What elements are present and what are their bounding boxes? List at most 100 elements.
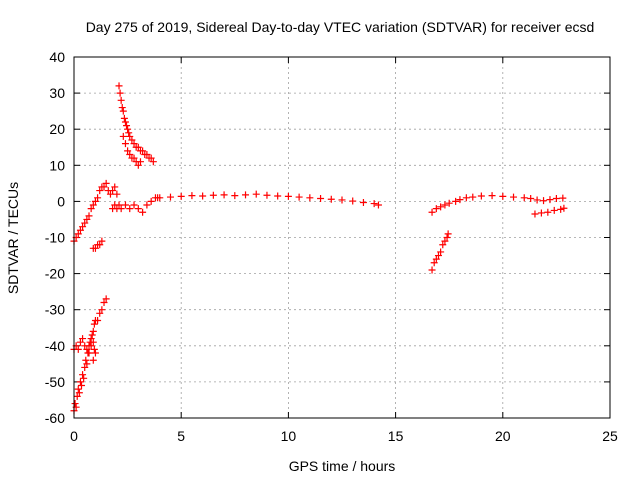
data-point (75, 389, 83, 397)
y-tick-label: 20 (49, 121, 65, 137)
data-point (106, 190, 114, 198)
data-point (119, 107, 127, 115)
data-point (88, 331, 96, 339)
data-point (432, 255, 440, 263)
data-point (252, 190, 260, 198)
data-point (499, 192, 507, 200)
data-point (263, 191, 271, 199)
data-point (98, 306, 106, 314)
data-point (121, 140, 129, 148)
data-point (119, 132, 127, 140)
data-point (96, 187, 104, 195)
data-point (134, 143, 142, 151)
data-point (477, 192, 485, 200)
data-point (441, 237, 449, 245)
data-point (130, 201, 138, 209)
data-point (147, 154, 155, 162)
data-point (83, 345, 91, 353)
data-point (306, 194, 314, 202)
data-point (100, 298, 108, 306)
data-point (85, 212, 93, 220)
data-point (452, 197, 460, 205)
data-point (317, 195, 325, 203)
x-tick-labels: 0 5 10 15 20 25 (70, 428, 618, 444)
data-point (96, 309, 104, 317)
data-point (89, 338, 97, 346)
y-tick-label: 10 (49, 157, 65, 173)
data-point (149, 158, 157, 166)
data-point (76, 338, 84, 346)
data-point (87, 342, 95, 350)
data-point (143, 150, 151, 158)
data-point (557, 205, 565, 213)
y-tick-label: 40 (49, 49, 65, 65)
data-point (126, 150, 134, 158)
data-point (76, 378, 84, 386)
data-point (136, 158, 144, 166)
data-point (139, 208, 147, 216)
x-tick-label: 25 (602, 428, 618, 444)
data-point (559, 194, 567, 202)
y-tick-label: 0 (57, 193, 65, 209)
data-point (439, 241, 447, 249)
data-point (177, 192, 185, 200)
data-point (121, 201, 129, 209)
data-point (488, 192, 496, 200)
data-point (91, 197, 99, 205)
series-track-h-steep-late (428, 230, 452, 274)
data-point (113, 190, 121, 198)
data-point (91, 349, 99, 357)
data-point (94, 194, 102, 202)
data-point (74, 385, 82, 393)
y-tick-label: -30 (45, 302, 65, 318)
data-point (89, 356, 97, 364)
data-point (130, 140, 138, 148)
data-point (510, 193, 518, 201)
data-point (123, 122, 131, 130)
data-point (143, 201, 151, 209)
series-track-i-late-flat (428, 192, 567, 216)
data-point (552, 195, 560, 203)
data-point (117, 205, 125, 213)
data-point (111, 183, 119, 191)
data-point (130, 154, 138, 162)
data-point (544, 208, 552, 216)
data-point (546, 196, 554, 204)
data-point (109, 187, 117, 195)
data-point (118, 104, 126, 112)
data-point (87, 205, 95, 213)
data-point (134, 161, 142, 169)
data-point (116, 89, 124, 97)
data-point (121, 118, 129, 126)
data-point (126, 132, 134, 140)
series-track-g-flat-day (156, 190, 382, 209)
series-track-d-short (89, 237, 106, 252)
y-tick-label: 30 (49, 85, 65, 101)
data-point (456, 196, 464, 204)
data-point (102, 179, 110, 187)
data-point (74, 230, 82, 238)
y-tick-label: -40 (45, 338, 65, 354)
data-point (338, 196, 346, 204)
data-point (520, 194, 528, 202)
data-point (79, 223, 87, 231)
data-point (85, 349, 93, 357)
grid-layer (73, 56, 611, 419)
data-point (96, 241, 104, 249)
data-point (437, 203, 445, 211)
data-point (274, 192, 282, 200)
data-point (295, 193, 303, 201)
x-axis-label: GPS time / hours (289, 458, 396, 474)
x-tick-label: 5 (177, 428, 185, 444)
data-point (444, 230, 452, 238)
data-point (430, 259, 438, 267)
data-point (78, 382, 86, 390)
data-point (188, 192, 196, 200)
data-point (128, 136, 136, 144)
data-point (81, 219, 89, 227)
y-tick-label: -20 (45, 266, 65, 282)
data-point (445, 199, 453, 207)
data-point (284, 192, 292, 200)
